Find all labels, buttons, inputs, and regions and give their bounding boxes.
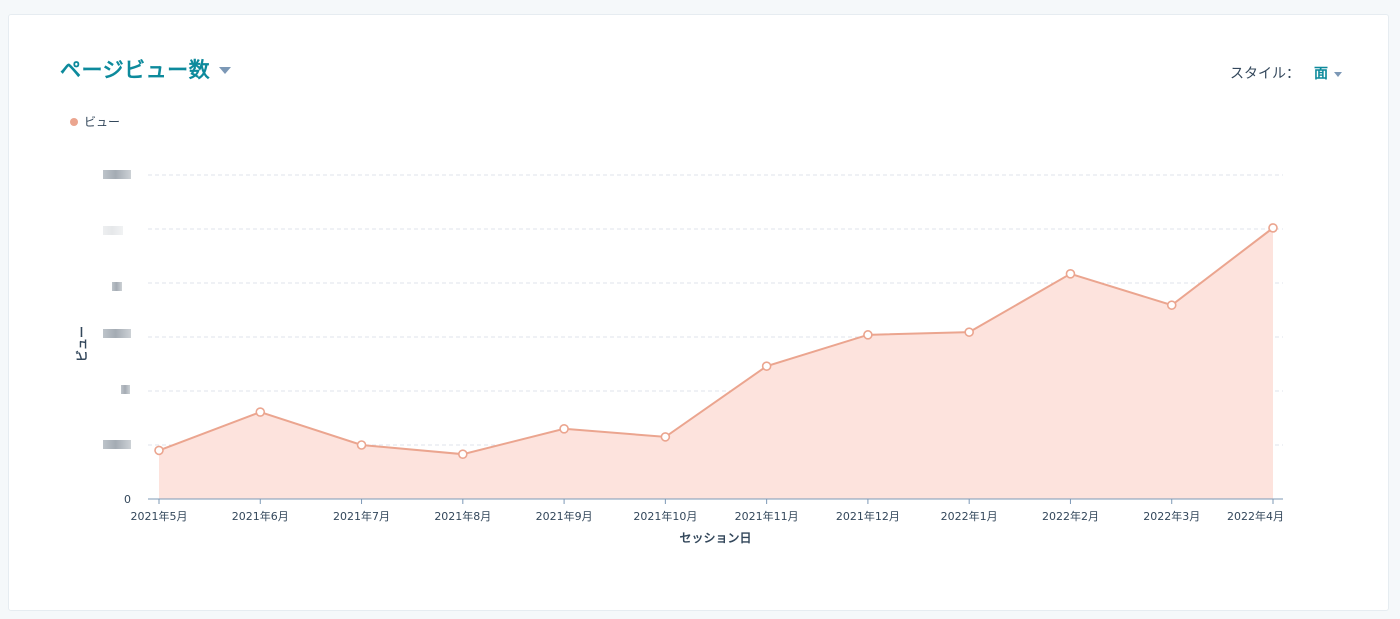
data-point [863,330,873,340]
data-point [154,445,164,456]
series-area-fill [159,227,1273,500]
x-tick-label: 2021年8月 [434,509,491,523]
data-point [1268,223,1278,233]
redacted-y-tick-label [103,329,131,338]
style-label: スタイル： [1230,66,1300,82]
x-tick-label: 2021年7月 [333,509,390,523]
redacted-y-tick-label [103,440,131,449]
x-tick-label: 2021年11月 [735,509,799,523]
style-picker: スタイル： 面 [1230,63,1342,83]
data-point [1166,300,1177,310]
y-axis-title: ビュー [74,326,89,362]
legend-swatch-icon [70,117,78,126]
x-tick-label: 2021年10月 [633,509,697,523]
redacted-y-tick-label [103,226,123,235]
x-tick-label: 2021年5月 [131,509,188,523]
report-title-dropdown[interactable]: ページビュー数 [60,54,232,84]
chevron-down-icon [219,67,232,74]
chart-legend[interactable]: ビュー [70,113,120,130]
x-tick-label: 2022年2月 [1042,509,1099,523]
data-point [356,440,367,450]
style-value: 面 [1314,66,1328,82]
series-line [158,227,1274,456]
x-tick-label: 2021年12月 [836,509,900,523]
data-point [761,361,772,371]
data-point [458,449,468,459]
x-axis-title: セッション日 [679,531,751,545]
redacted-y-tick-label [112,282,122,291]
data-point [255,407,266,417]
chevron-down-icon [1334,71,1342,77]
data-point [1065,269,1076,279]
redacted-y-tick-label [121,385,130,394]
style-dropdown[interactable]: 面 [1314,63,1342,83]
legend-label: ビュー [84,115,121,129]
data-point [660,432,671,442]
x-tick-label: 2022年4月 [1227,509,1284,523]
x-tick-label: 2021年9月 [536,509,593,523]
y-tick-label: 0 [124,493,131,506]
redacted-y-tick-label [103,170,131,179]
report-title: ページビュー数 [60,58,211,82]
x-tick-label: 2022年3月 [1143,509,1200,523]
data-point [559,423,569,434]
data-point [964,327,974,337]
x-tick-label: 2021年6月 [232,509,289,523]
x-tick-label: 2022年1月 [941,509,998,523]
